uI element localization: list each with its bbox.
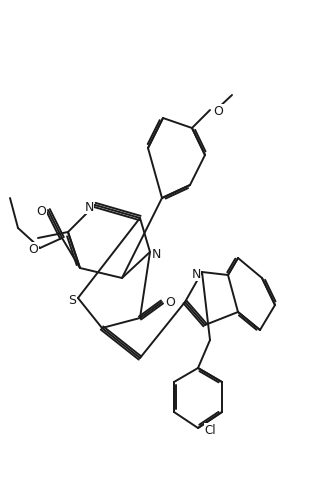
Text: O: O [213,104,223,117]
Text: N: N [151,248,161,261]
Text: Cl: Cl [204,423,216,436]
Text: O: O [165,297,175,309]
Text: O: O [36,205,46,217]
Text: S: S [68,294,76,307]
Text: N: N [191,267,201,281]
Text: O: O [28,242,38,255]
Text: N: N [84,201,94,214]
